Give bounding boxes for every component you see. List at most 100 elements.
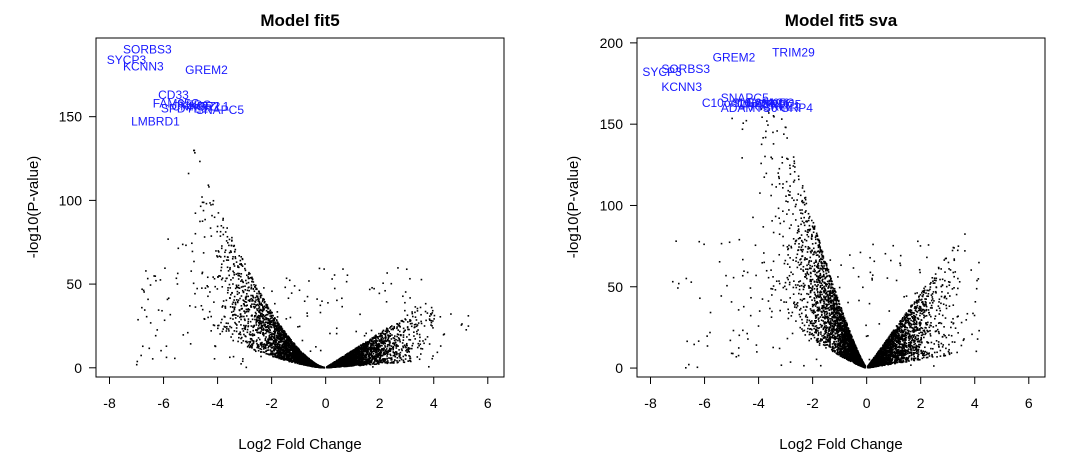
- data-point: [389, 332, 392, 335]
- data-point: [239, 331, 242, 334]
- data-point: [419, 306, 422, 309]
- data-point: [327, 302, 329, 304]
- data-point: [406, 336, 408, 338]
- data-point: [306, 295, 309, 298]
- data-point: [207, 316, 209, 319]
- data-point: [227, 259, 230, 261]
- data-point: [396, 322, 399, 325]
- data-point: [365, 356, 368, 358]
- data-point: [344, 360, 346, 362]
- data-point: [200, 304, 203, 307]
- data-point: [242, 291, 245, 294]
- data-point: [394, 353, 396, 356]
- data-point: [288, 348, 291, 351]
- data-point: [272, 352, 274, 354]
- data-point: [222, 300, 225, 302]
- data-point: [366, 343, 369, 346]
- data-point: [290, 343, 293, 346]
- data-point: [221, 306, 223, 308]
- data-point: [390, 357, 393, 359]
- data-point: [266, 349, 269, 352]
- data-point: [255, 313, 257, 315]
- data-point: [380, 335, 382, 338]
- data-point: [368, 360, 371, 363]
- data-point: [290, 357, 292, 360]
- data-point: [349, 360, 352, 362]
- data-point: [210, 315, 213, 318]
- data-point: [276, 336, 279, 339]
- data-point: [258, 320, 261, 322]
- data-point: [293, 360, 296, 363]
- data-point: [247, 325, 249, 328]
- data-point: [232, 277, 234, 279]
- data-point: [345, 356, 348, 358]
- data-point: [244, 285, 246, 288]
- data-point: [407, 349, 410, 351]
- data-point: [191, 250, 194, 253]
- data-point: [386, 339, 389, 342]
- data-point: [254, 284, 257, 287]
- data-point: [418, 358, 421, 361]
- data-point: [253, 283, 255, 286]
- data-point: [269, 333, 272, 336]
- data-point: [281, 357, 284, 360]
- data-point: [384, 361, 387, 364]
- data-point: [246, 331, 249, 334]
- data-point: [365, 358, 367, 361]
- data-point: [283, 340, 286, 342]
- data-point: [411, 312, 414, 315]
- data-point: [246, 345, 249, 348]
- data-point: [280, 327, 283, 330]
- data-point: [420, 278, 423, 281]
- data-point: [155, 279, 157, 282]
- data-point: [267, 327, 270, 330]
- data-point: [371, 351, 373, 354]
- data-point: [365, 354, 368, 357]
- data-point: [208, 186, 210, 188]
- data-point: [143, 291, 145, 293]
- data-point: [399, 351, 402, 354]
- data-point: [264, 306, 267, 309]
- data-point: [346, 359, 349, 362]
- data-point: [261, 326, 264, 328]
- data-point: [258, 298, 260, 301]
- data-point: [387, 344, 390, 346]
- data-point: [289, 343, 291, 346]
- data-point: [375, 351, 377, 354]
- data-point: [380, 351, 383, 354]
- data-point: [259, 303, 262, 306]
- data-point: [263, 287, 265, 289]
- data-point: [405, 346, 407, 349]
- data-point: [263, 318, 266, 321]
- data-point: [280, 326, 283, 328]
- data-point: [372, 366, 374, 368]
- data-point: [247, 318, 250, 320]
- data-point: [353, 354, 355, 356]
- data-point: [411, 322, 413, 325]
- data-point: [277, 323, 280, 326]
- data-point: [226, 326, 228, 328]
- data-point: [165, 356, 168, 359]
- data-point: [256, 342, 258, 345]
- data-point: [346, 363, 349, 365]
- data-point: [251, 278, 254, 281]
- data-point: [264, 325, 266, 327]
- data-point: [278, 329, 281, 332]
- data-point: [143, 309, 146, 311]
- data-point: [380, 339, 382, 341]
- data-point: [278, 345, 281, 348]
- data-point: [315, 346, 317, 348]
- data-point: [395, 343, 398, 346]
- data-point: [382, 329, 385, 332]
- data-point: [359, 350, 362, 353]
- data-point: [409, 277, 411, 280]
- data-point: [355, 360, 357, 363]
- data-point: [381, 330, 384, 333]
- data-point: [398, 349, 400, 351]
- data-point: [199, 220, 201, 223]
- data-point: [346, 274, 349, 277]
- data-point: [254, 318, 256, 321]
- data-point: [289, 359, 292, 361]
- data-point: [277, 332, 280, 335]
- data-point: [243, 304, 246, 307]
